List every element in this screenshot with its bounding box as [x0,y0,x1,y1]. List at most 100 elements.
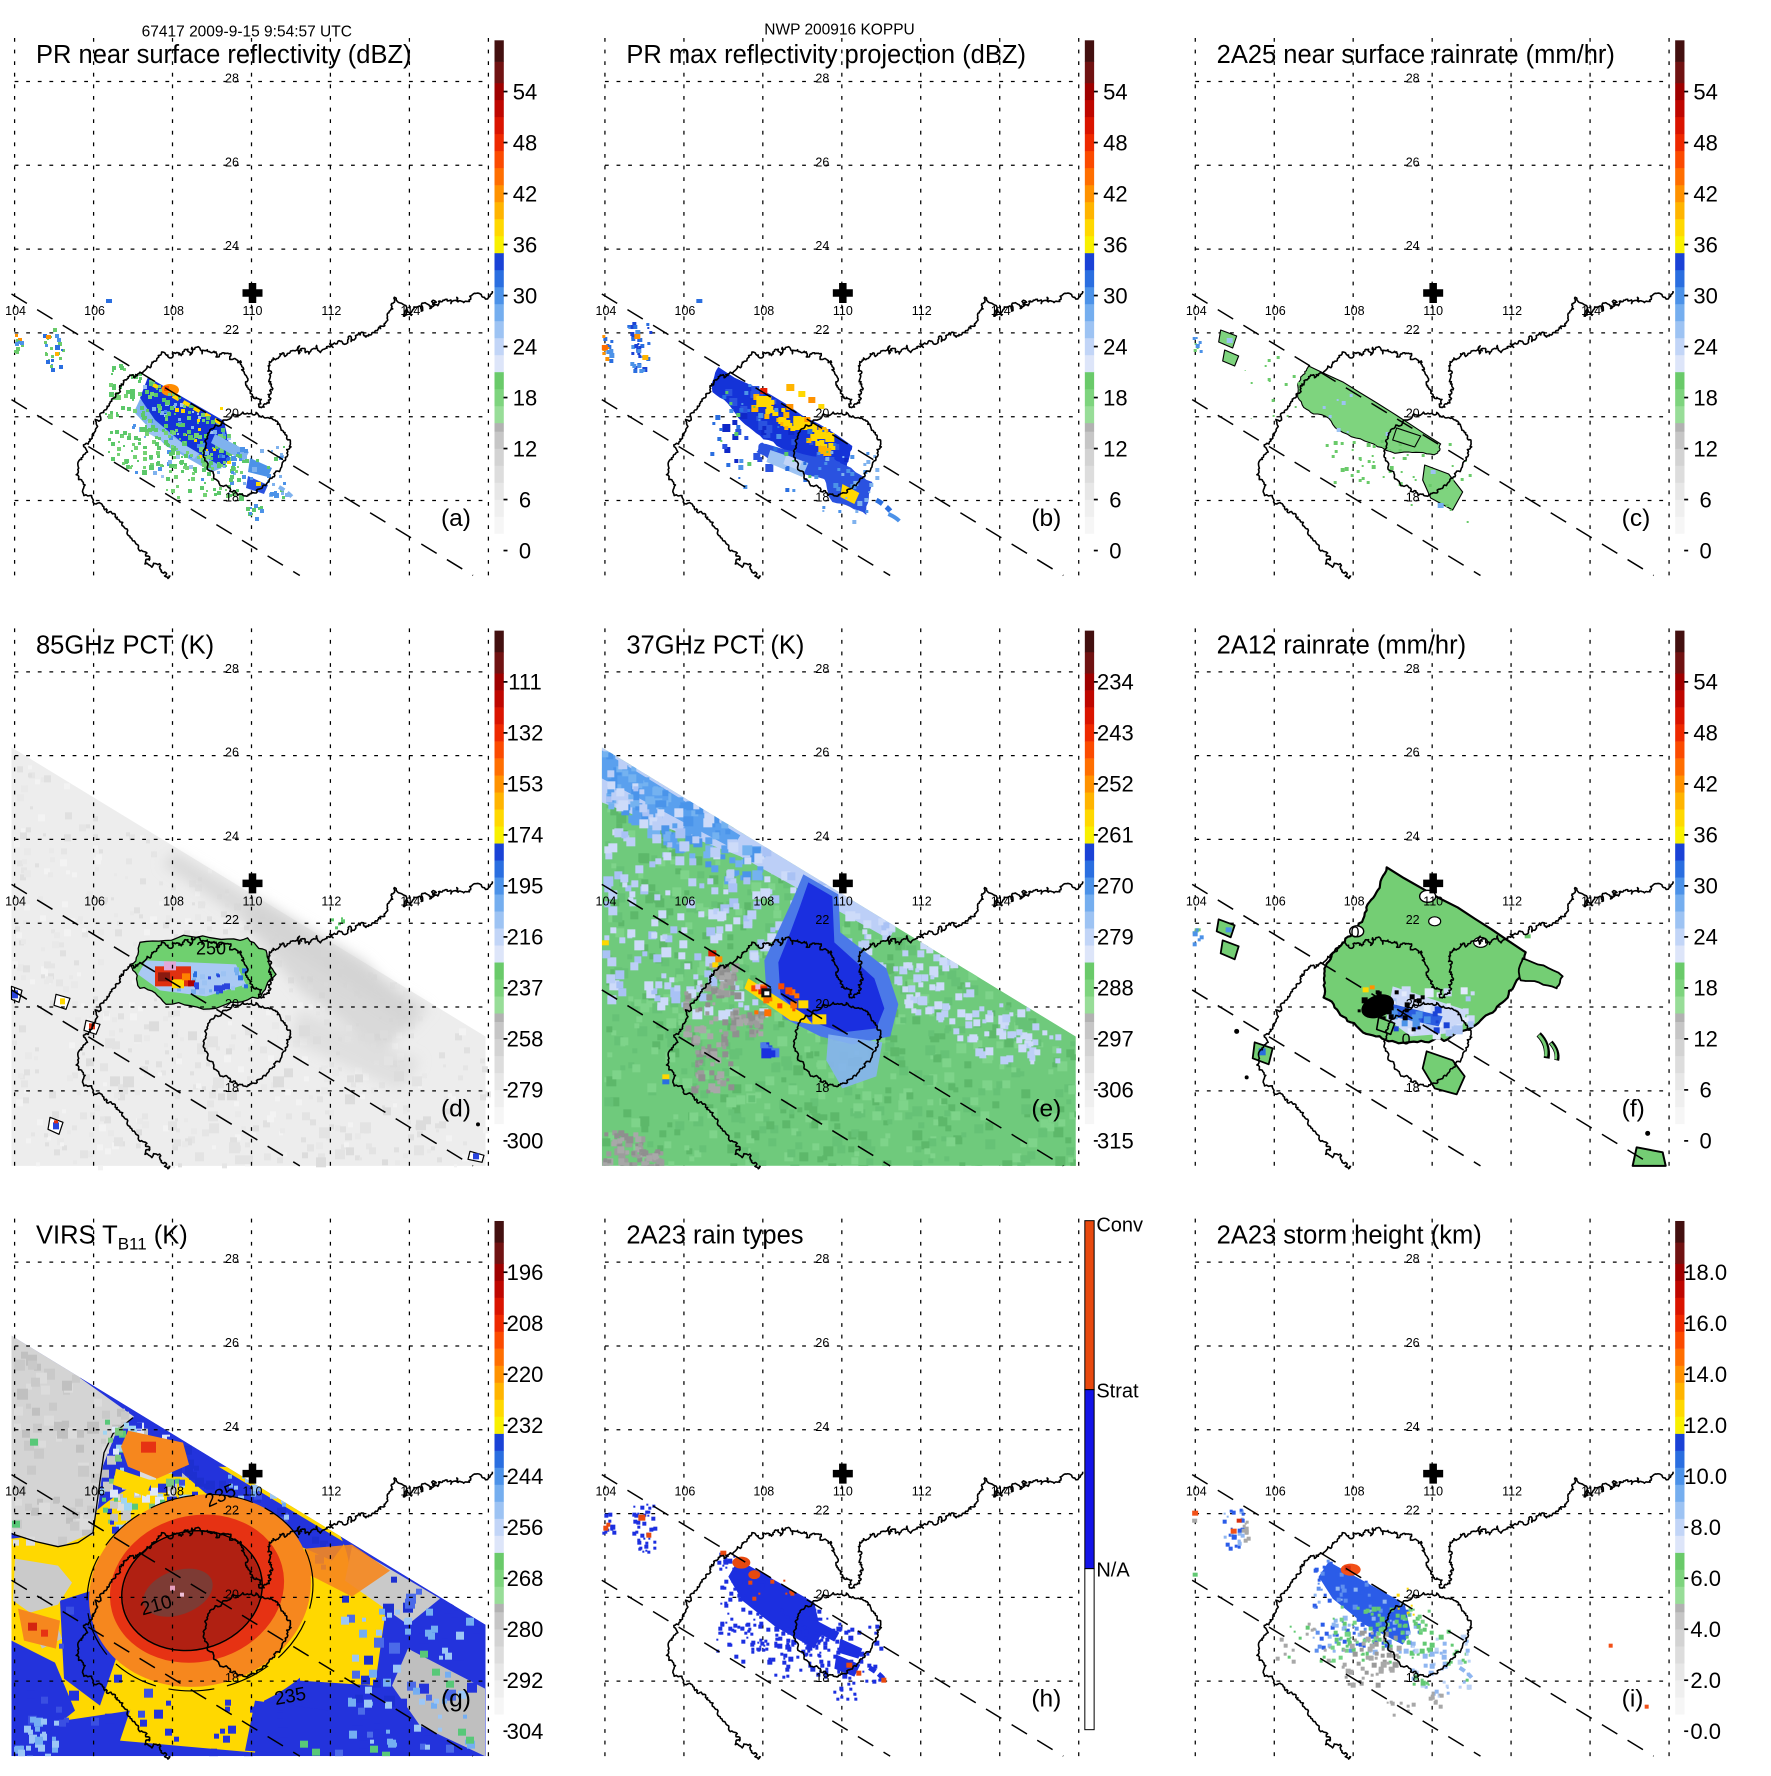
svg-text:234: 234 [1097,670,1134,695]
svg-text:8.0: 8.0 [1690,1515,1721,1540]
svg-text:2A12 rainrate (mm/hr): 2A12 rainrate (mm/hr) [1217,631,1466,659]
svg-text:112: 112 [321,304,341,318]
svg-text:36: 36 [513,232,537,257]
svg-text:24: 24 [1406,829,1420,843]
svg-text:(a): (a) [441,505,471,532]
svg-text:(d): (d) [441,1095,471,1122]
svg-text:0: 0 [1351,924,1360,941]
svg-text:67417 2009-9-15 9:54:57 UTC: 67417 2009-9-15 9:54:57 UTC [142,24,352,41]
svg-text:304: 304 [507,1719,544,1744]
svg-text:20: 20 [815,997,829,1011]
svg-text:24: 24 [1693,334,1717,359]
svg-text:28: 28 [225,662,239,676]
svg-text:110: 110 [243,894,263,908]
svg-text:54: 54 [1693,670,1717,695]
svg-text:104: 104 [1186,304,1207,318]
svg-text:(c): (c) [1622,505,1651,532]
svg-text:22: 22 [1406,323,1420,337]
svg-text:250: 250 [196,938,226,958]
svg-text:132: 132 [507,721,544,746]
svg-text:26: 26 [815,155,829,169]
svg-text:6: 6 [519,487,531,512]
svg-text:268: 268 [507,1566,544,1591]
svg-text:20: 20 [225,997,239,1011]
svg-text:6.0: 6.0 [1690,1566,1721,1591]
svg-text:(h): (h) [1031,1686,1061,1713]
svg-text:2.0: 2.0 [1690,1668,1721,1693]
svg-text:20: 20 [1406,1587,1420,1601]
svg-text:22: 22 [225,323,239,337]
svg-text:106: 106 [1265,304,1286,318]
svg-text:22: 22 [225,1504,239,1518]
svg-text:6: 6 [1700,1078,1712,1103]
svg-text:270: 270 [1097,874,1134,899]
svg-text:24: 24 [225,829,239,843]
svg-text:48: 48 [1103,130,1127,155]
svg-text:28: 28 [815,662,829,676]
svg-text:104: 104 [5,1485,26,1499]
svg-text:252: 252 [1097,772,1134,797]
svg-text:12.0: 12.0 [1684,1413,1727,1438]
svg-text:112: 112 [912,894,932,908]
svg-text:24: 24 [1693,925,1717,950]
svg-text:28: 28 [225,1252,239,1266]
svg-text:110: 110 [243,1485,263,1499]
svg-text:232: 232 [507,1413,544,1438]
svg-text:36: 36 [1103,232,1127,257]
svg-text:(b): (b) [1031,505,1061,532]
svg-text:22: 22 [225,913,239,927]
svg-text:24: 24 [513,334,537,359]
svg-text:104: 104 [1186,1485,1207,1499]
svg-text:Strat: Strat [1096,1381,1139,1403]
svg-text:30: 30 [513,283,537,308]
svg-text:112: 112 [321,1485,341,1499]
svg-text:110: 110 [833,894,853,908]
svg-text:(g): (g) [441,1686,471,1713]
svg-text:112: 112 [1502,894,1522,908]
svg-text:26: 26 [225,155,239,169]
svg-text:26: 26 [1406,746,1420,760]
svg-text:85GHz PCT (K): 85GHz PCT (K) [36,631,214,659]
svg-text:108: 108 [1344,894,1365,908]
svg-text:104: 104 [5,894,26,908]
svg-text:104: 104 [596,894,617,908]
svg-text:(e): (e) [1031,1095,1061,1122]
svg-text:280: 280 [507,1617,544,1642]
svg-text:112: 112 [912,304,932,318]
svg-text:18: 18 [225,1671,239,1685]
svg-text:N/A: N/A [1096,1560,1130,1582]
svg-text:42: 42 [1693,772,1717,797]
svg-text:106: 106 [84,1485,105,1499]
svg-text:54: 54 [1103,79,1127,104]
svg-text:104: 104 [5,304,26,318]
svg-text:20: 20 [225,407,239,421]
svg-text:28: 28 [815,1252,829,1266]
svg-text:2A23 rain types: 2A23 rain types [626,1222,803,1250]
svg-text:106: 106 [675,1485,696,1499]
svg-text:106: 106 [675,894,696,908]
svg-text:108: 108 [163,894,184,908]
svg-text:279: 279 [1097,925,1134,950]
svg-text:300: 300 [507,1129,544,1154]
svg-text:22: 22 [815,323,829,337]
svg-text:2A23 storm height (km): 2A23 storm height (km) [1217,1222,1482,1250]
svg-text:108: 108 [753,894,774,908]
svg-text:153: 153 [507,772,544,797]
svg-text:42: 42 [513,181,537,206]
svg-text:106: 106 [1265,1485,1286,1499]
svg-text:12: 12 [1103,436,1127,461]
svg-text:24: 24 [1103,334,1127,359]
svg-text:18: 18 [513,385,537,410]
svg-text:108: 108 [753,1485,774,1499]
svg-text:12: 12 [513,436,537,461]
svg-text:20: 20 [225,1587,239,1601]
svg-text:24: 24 [1406,1420,1420,1434]
svg-text:54: 54 [1693,79,1717,104]
svg-text:2A25 near surface rainrate (mm: 2A25 near surface rainrate (mm/hr) [1217,41,1615,69]
svg-text:0: 0 [1109,538,1121,563]
svg-text:111: 111 [508,670,541,695]
svg-text:220: 220 [507,1362,544,1387]
svg-text:306: 306 [1097,1078,1134,1103]
svg-text:NWP 200916 KOPPU: NWP 200916 KOPPU [764,22,914,39]
svg-text:18: 18 [815,1081,829,1095]
